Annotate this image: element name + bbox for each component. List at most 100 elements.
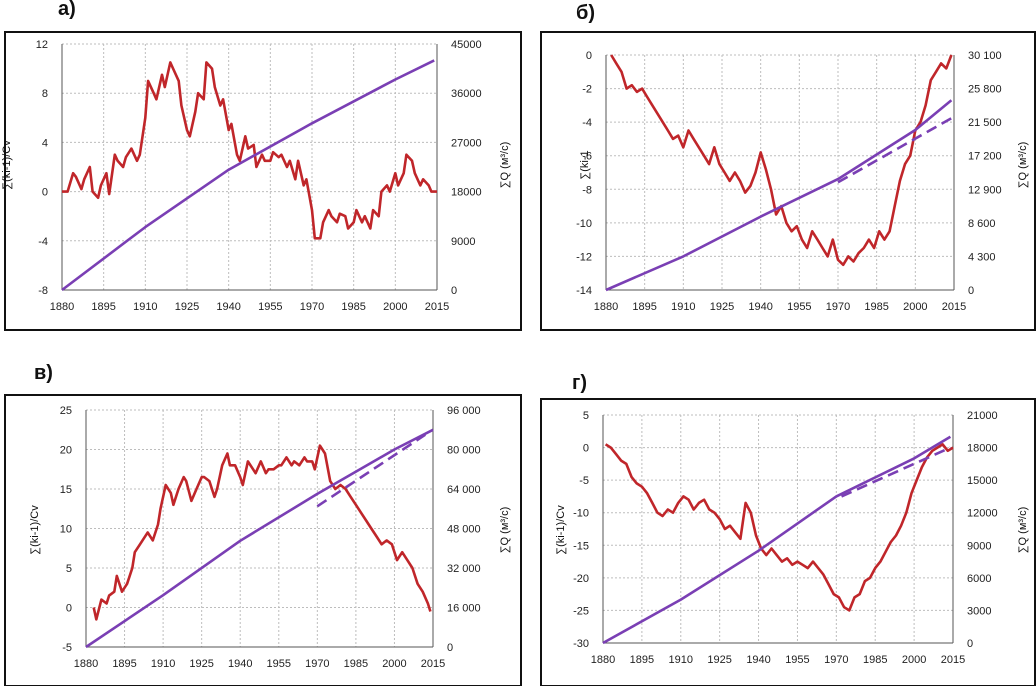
y-tick-label: 0 <box>583 443 589 455</box>
x-tick-label: 1970 <box>824 654 848 666</box>
y-right-tick-label: 27000 <box>451 137 482 149</box>
series-line-purple <box>85 428 434 649</box>
y-tick-label: -8 <box>38 285 48 297</box>
y-tick-label: 12 <box>36 39 48 51</box>
y-tick-label: -4 <box>38 236 48 248</box>
y-tick-label: -5 <box>62 642 72 654</box>
chart-frame <box>4 31 522 331</box>
y-tick-label: 15 <box>60 484 72 496</box>
y-right-tick-label: 21000 <box>967 410 998 422</box>
x-tick-label: 1880 <box>591 654 615 666</box>
y-right-tick-label: 0 <box>967 638 973 650</box>
y-right-tick-label: 12000 <box>967 508 998 520</box>
x-tick-label: 1895 <box>632 301 656 313</box>
y-tick-label: -20 <box>573 573 589 585</box>
series-line-purple <box>61 59 435 292</box>
y-right-tick-label: 30 100 <box>968 50 1002 62</box>
x-tick-label: 1895 <box>112 658 136 670</box>
y-tick-label: -14 <box>576 285 592 297</box>
series-line-purple <box>605 99 953 292</box>
x-tick-label: 1880 <box>74 658 98 670</box>
y-right-tick-label: 8 600 <box>968 218 996 230</box>
y-right-tick-label: 25 800 <box>968 84 1002 96</box>
x-tick-label: 1985 <box>344 658 368 670</box>
chart-frame <box>540 398 1036 686</box>
x-tick-label: 1895 <box>91 301 115 313</box>
series-line-purple <box>602 435 952 645</box>
x-tick-label: 1985 <box>341 301 365 313</box>
x-tick-label: 1985 <box>864 301 888 313</box>
x-tick-label: 1970 <box>305 658 329 670</box>
y-axis-title: ∑(ki-1)/Cv <box>29 505 41 555</box>
x-tick-label: 1910 <box>151 658 175 670</box>
y-right-tick-label: 18000 <box>451 187 482 199</box>
y-tick-label: -12 <box>576 251 592 263</box>
chart-frame <box>4 394 522 686</box>
y-tick-label: 0 <box>586 50 592 62</box>
x-tick-label: 2000 <box>902 654 926 666</box>
y-right-tick-label: 80 000 <box>447 445 481 457</box>
y-tick-label: 5 <box>66 563 72 575</box>
y-tick-label: -10 <box>573 508 589 520</box>
y-right-tick-label: 48 000 <box>447 524 481 536</box>
series-line-red <box>92 444 432 621</box>
y-right-tick-label: 9000 <box>451 236 475 248</box>
x-tick-label: 1925 <box>707 654 731 666</box>
series-line-red <box>604 442 954 612</box>
x-tick-label: 1955 <box>785 654 809 666</box>
y-right-tick-label: 3000 <box>967 605 991 617</box>
y-right-tick-label: 15000 <box>967 475 998 487</box>
y-tick-label: 8 <box>42 88 48 100</box>
y-right-tick-label: 6000 <box>967 573 991 585</box>
x-tick-label: 1880 <box>50 301 74 313</box>
y-tick-label: -30 <box>573 638 589 650</box>
y-right-tick-label: 64 000 <box>447 484 481 496</box>
x-tick-label: 1940 <box>228 658 252 670</box>
y-tick-label: 0 <box>66 603 72 615</box>
y-axis-title: ∑(ki-1)/Cv <box>1 140 13 190</box>
y-tick-label: 5 <box>583 410 589 422</box>
x-tick-label: 1940 <box>216 301 240 313</box>
x-tick-label: 1925 <box>189 658 213 670</box>
x-tick-label: 2015 <box>942 301 966 313</box>
y-right-axis-title: ∑Q (м³/с) <box>499 507 511 554</box>
y-tick-label: -6 <box>582 151 592 163</box>
y-right-axis-title: ∑Q (м³/с) <box>1017 142 1029 189</box>
y-right-tick-label: 18000 <box>967 443 998 455</box>
x-tick-label: 2000 <box>903 301 927 313</box>
y-axis-title: ∑(ki-1 <box>579 150 591 179</box>
y-tick-label: 25 <box>60 405 72 417</box>
x-tick-label: 2015 <box>421 658 445 670</box>
y-tick-label: -4 <box>582 117 592 129</box>
y-right-tick-label: 9000 <box>967 540 991 552</box>
y-axis-title: ∑(ki-1)/Cv <box>555 505 567 555</box>
panel-label-a: а) <box>58 0 76 20</box>
x-tick-label: 2000 <box>383 301 407 313</box>
y-tick-label: -25 <box>573 605 589 617</box>
x-tick-label: 1910 <box>669 654 693 666</box>
panel-label-v: в) <box>34 362 53 384</box>
x-tick-label: 1955 <box>258 301 282 313</box>
y-tick-label: -2 <box>582 84 592 96</box>
y-tick-label: -8 <box>582 184 592 196</box>
series-line-purple-dashed <box>837 117 953 184</box>
y-tick-label: -5 <box>579 475 589 487</box>
x-tick-label: 1910 <box>133 301 157 313</box>
x-tick-label: 1880 <box>594 301 618 313</box>
y-tick-label: 4 <box>42 137 48 149</box>
y-right-tick-label: 17 200 <box>968 151 1002 163</box>
x-tick-label: 1940 <box>748 301 772 313</box>
y-right-tick-label: 4 300 <box>968 251 996 263</box>
y-right-tick-label: 12 900 <box>968 184 1002 196</box>
y-right-tick-label: 0 <box>968 285 974 297</box>
y-right-tick-label: 21 500 <box>968 117 1002 129</box>
y-tick-label: -10 <box>576 218 592 230</box>
y-right-tick-label: 0 <box>451 285 457 297</box>
x-tick-label: 1925 <box>175 301 199 313</box>
y-tick-label: -15 <box>573 540 589 552</box>
x-tick-label: 2000 <box>382 658 406 670</box>
